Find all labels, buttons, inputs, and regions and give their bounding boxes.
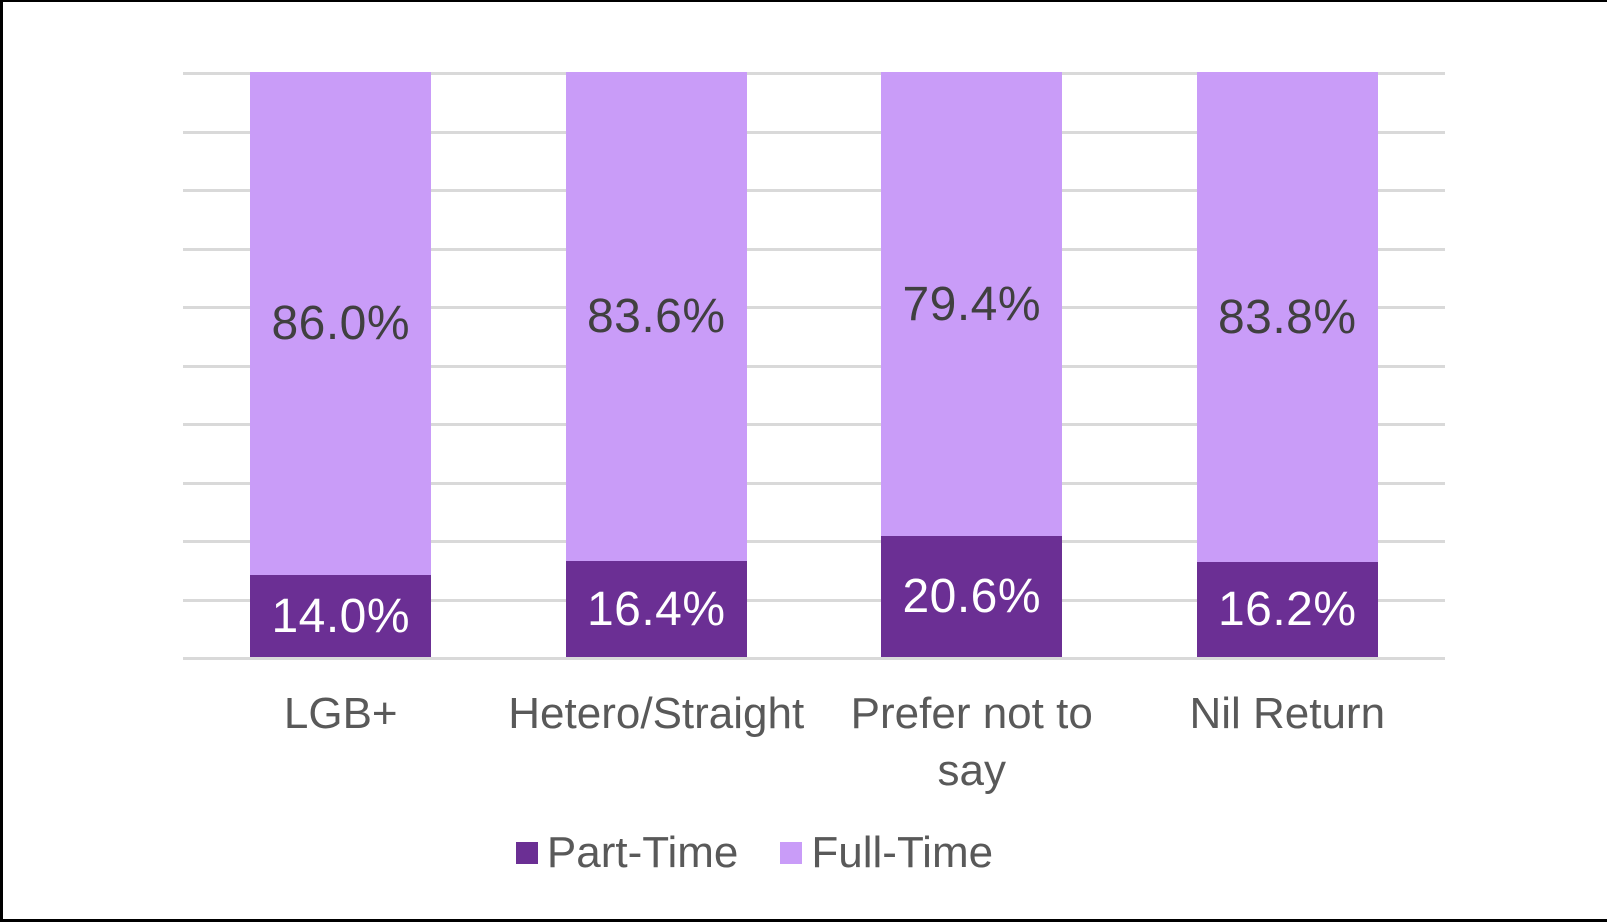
gridline <box>183 598 1445 602</box>
data-label-part-time: 16.4% <box>586 582 726 636</box>
bar-segment-full-time: 83.6% <box>565 72 747 562</box>
bar-segment-full-time: 86.0% <box>250 72 432 576</box>
full-time-swatch-icon <box>780 842 803 864</box>
data-label-full-time: 83.6% <box>586 290 726 344</box>
gridline <box>183 130 1445 134</box>
data-label-part-time: 20.6% <box>902 570 1042 624</box>
category-label: Hetero/Straight <box>508 689 805 738</box>
category-label: Prefer not to say <box>850 689 1093 795</box>
category-label: LGB+ <box>283 689 398 738</box>
data-label-part-time: 16.2% <box>1217 583 1357 637</box>
gridline <box>183 72 1445 75</box>
category-label: Nil Return <box>1189 689 1386 738</box>
gridline <box>183 247 1445 251</box>
category-axis: LGB+ Hetero/Straight Prefer not to say Nil … <box>183 685 1445 799</box>
gridline <box>183 657 1445 660</box>
plot-area: 86.0% 14.0% 83.6% 16.4% 79.4% 20.6% 83.8% 16.2% <box>183 72 1445 660</box>
data-label-full-time: 79.4% <box>902 277 1042 331</box>
legend-label-part-time: Part-Time <box>546 828 739 877</box>
bar-segment-part-time: 16.2% <box>1196 562 1378 657</box>
legend-item-part-time: Part-Time <box>515 828 739 878</box>
legend: Part-Time Full-Time <box>3 828 1558 878</box>
data-label-full-time: 86.0% <box>271 297 411 351</box>
gridline <box>183 481 1445 485</box>
gridline <box>183 540 1445 543</box>
data-label-part-time: 14.0% <box>271 589 411 643</box>
gridline <box>183 423 1445 426</box>
gridline <box>183 189 1445 192</box>
bar-segment-part-time: 20.6% <box>881 536 1063 657</box>
bar-segment-part-time: 14.0% <box>250 575 432 657</box>
legend-item-full-time: Full-Time <box>780 828 993 878</box>
gridline <box>183 306 1445 309</box>
bar-segment-part-time: 16.4% <box>565 561 747 657</box>
data-label-full-time: 83.8% <box>1217 290 1357 344</box>
legend-label-full-time: Full-Time <box>811 828 994 877</box>
bar-segment-full-time: 83.8% <box>1196 72 1378 563</box>
bar-segment-full-time: 79.4% <box>881 72 1063 537</box>
part-time-swatch-icon <box>515 842 538 864</box>
gridline <box>183 364 1445 368</box>
